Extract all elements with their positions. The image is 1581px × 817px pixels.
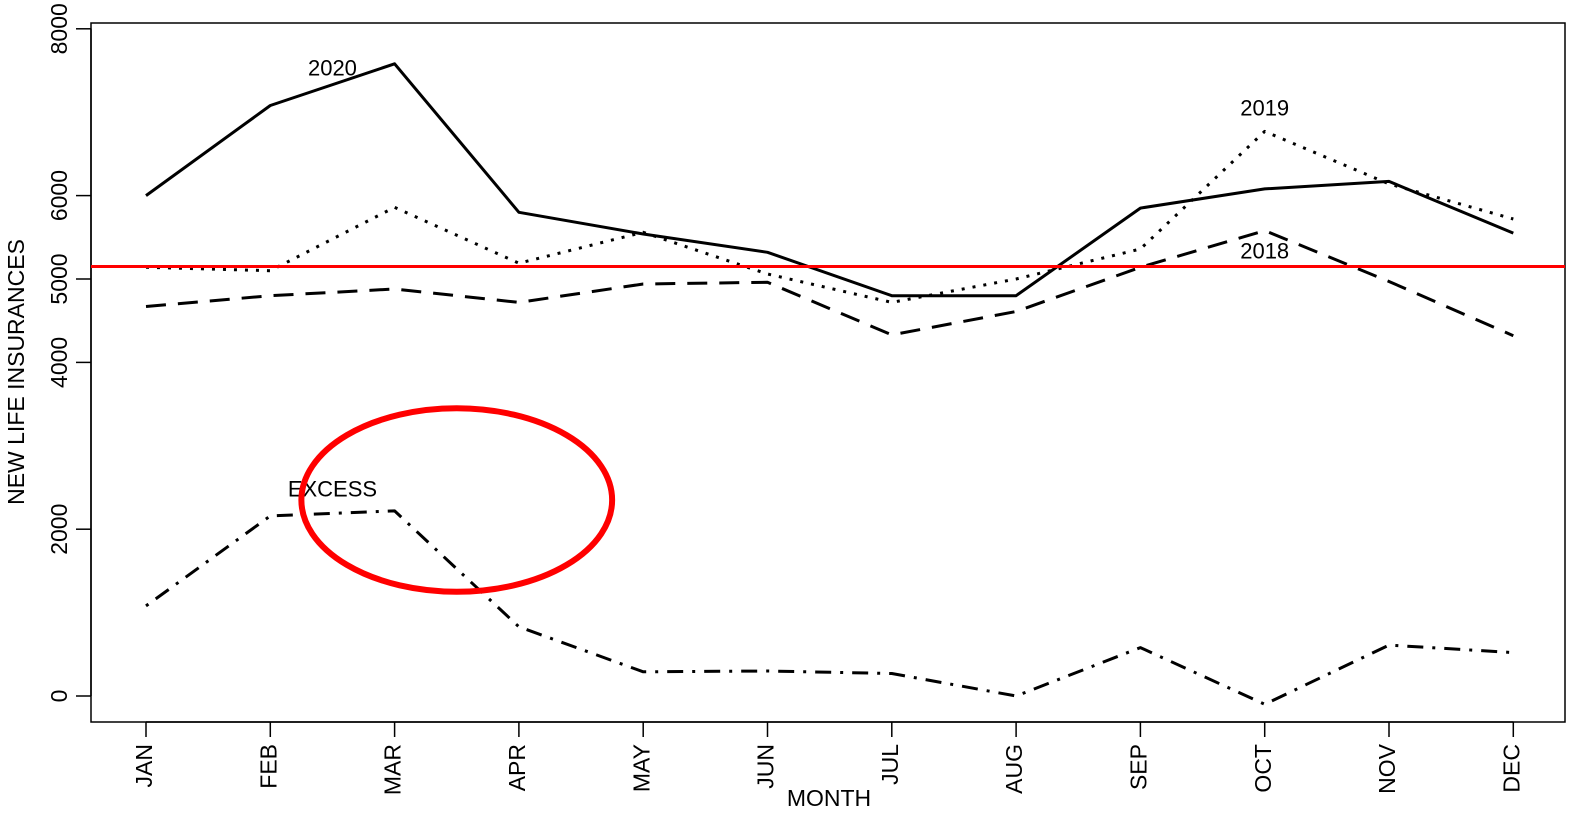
y-tick-label-5000: 5000	[46, 253, 72, 304]
y-tick-label-6000: 6000	[46, 170, 72, 221]
x-axis: JAN FEB MAR APR MAY JUN JUL AUG SEP OCT NOV DEC	[131, 721, 1524, 795]
y-tick-label-2000: 2000	[46, 504, 72, 555]
x-tick-label-jun: JUN	[753, 744, 779, 789]
y-tick-label-4000: 4000	[46, 337, 72, 388]
series-line-2020	[145, 62, 1514, 298]
x-tick-label-may: MAY	[628, 744, 654, 792]
x-tick-label-feb: FEB	[255, 744, 281, 789]
y-tick-label-8000: 8000	[46, 3, 72, 54]
series-line-excess	[145, 509, 1514, 706]
series-label-2018: 2018	[1240, 239, 1289, 264]
plot-frame	[90, 22, 1566, 723]
y-axis: 0 2000 4000 5000 6000 8000	[46, 3, 92, 703]
excess-highlight-ellipse	[298, 405, 616, 595]
x-tick-label-oct: OCT	[1250, 744, 1276, 793]
x-tick-label-apr: APR	[504, 744, 530, 791]
x-tick-label-jul: JUL	[877, 744, 903, 785]
y-tick-label-0: 0	[46, 690, 72, 703]
series-line-2018	[145, 229, 1514, 338]
annotations	[91, 264, 1565, 595]
series-line-2019	[145, 129, 1514, 304]
x-tick-label-dec: DEC	[1498, 744, 1524, 793]
x-tick-label-nov: NOV	[1374, 743, 1400, 794]
x-tick-label-sep: SEP	[1125, 744, 1151, 790]
y-axis-label: NEW LIFE INSURANCES	[3, 239, 29, 505]
series-label-2019: 2019	[1240, 95, 1289, 120]
x-axis-label: MONTH	[787, 785, 871, 811]
x-tick-label-jan: JAN	[131, 744, 157, 787]
x-tick-label-aug: AUG	[1001, 744, 1027, 794]
x-tick-label-mar: MAR	[380, 744, 406, 795]
series-label-2020: 2020	[308, 56, 357, 81]
